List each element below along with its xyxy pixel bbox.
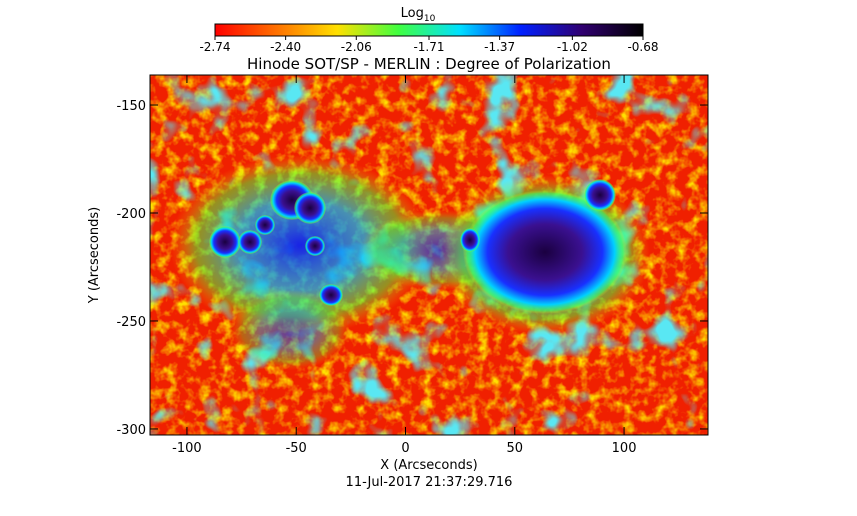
x-tick-label: 100 [612, 441, 637, 456]
y-axis-label: Y (Arcseconds) [87, 207, 102, 304]
colorbar [214, 23, 644, 37]
x-tick-label: 50 [507, 441, 524, 456]
y-tick-label: -300 [116, 423, 146, 438]
chart-title: Hinode SOT/SP - MERLIN : Degree of Polar… [247, 55, 611, 73]
colorbar-label: Log10 [401, 6, 436, 24]
colorbar-tick-label: -0.68 [627, 40, 658, 54]
y-tick-label: -200 [116, 207, 146, 222]
polarization-image [150, 75, 708, 435]
y-tick-label: -250 [116, 315, 146, 330]
x-axis-label: X (Arcseconds) [380, 458, 477, 473]
x-tick-label: -100 [172, 441, 202, 456]
colorbar-tick-label: -1.37 [484, 40, 515, 54]
colorbar-tick-label: -1.02 [557, 40, 588, 54]
colorbar-tick-label: -2.74 [199, 40, 230, 54]
x-tick-label: -50 [286, 441, 307, 456]
colorbar-label-sub: 10 [424, 14, 436, 24]
colorbar-tick-label: -2.06 [341, 40, 372, 54]
colorbar-tick-label: -1.71 [413, 40, 444, 54]
timestamp: 11-Jul-2017 21:37:29.716 [346, 475, 513, 490]
colorbar-label-text: Log [401, 6, 424, 21]
axes [149, 74, 709, 436]
colorbar-tick-label: -2.40 [270, 40, 301, 54]
y-tick-label: -150 [116, 99, 146, 114]
x-tick-label: 0 [401, 441, 409, 456]
